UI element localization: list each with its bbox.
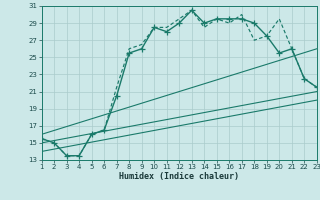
X-axis label: Humidex (Indice chaleur): Humidex (Indice chaleur) xyxy=(119,172,239,181)
